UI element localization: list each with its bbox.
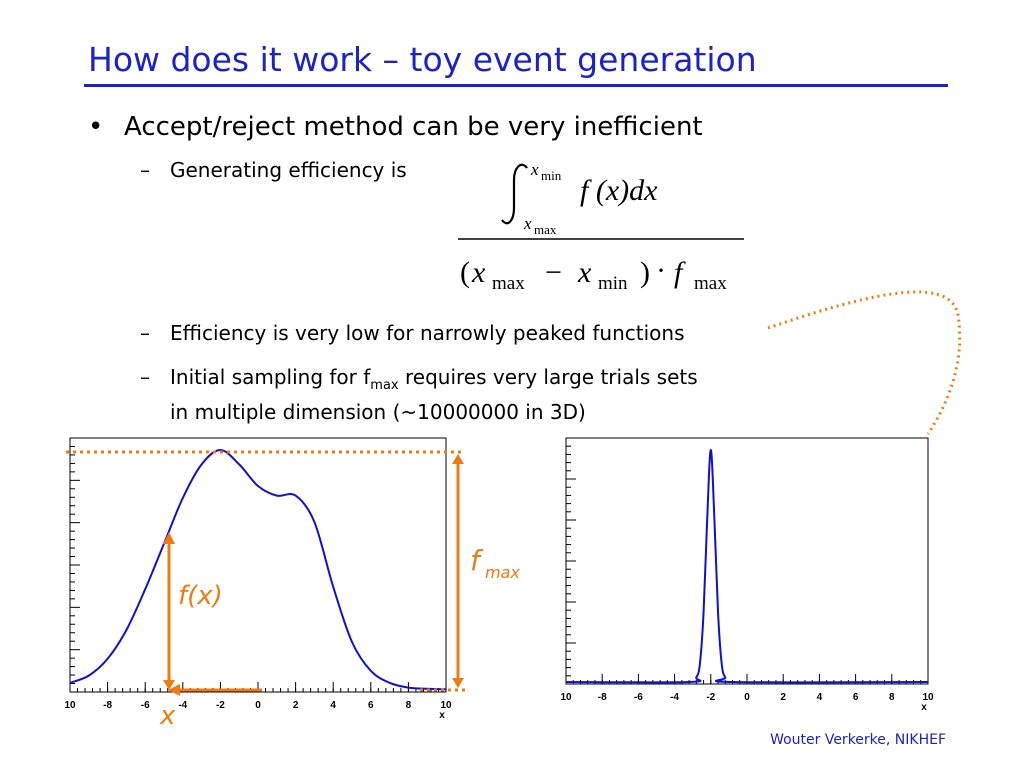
x-tick-label: 10 — [64, 700, 76, 711]
x-tick-label: -8 — [103, 700, 112, 711]
sub-bullet-sampling-line2: in multiple dimension (~10000000 in 3D) — [170, 400, 586, 424]
x-tick-label: -4 — [178, 700, 187, 711]
x-tick-label: 2 — [780, 692, 786, 703]
x-tick-label: -2 — [216, 700, 225, 711]
x-tick-label: -8 — [598, 692, 607, 703]
x-arrow-head — [168, 684, 180, 696]
x-tick-label: 10 — [560, 692, 572, 703]
plot-right: 10 -8 -6 -4 -2 0 2 4 6 8 10x — [560, 437, 934, 713]
fmax-arrow-head-top — [452, 454, 464, 464]
fx-arrow-head-top — [163, 532, 175, 544]
x-tick-label: 6 — [368, 700, 374, 711]
x-tick-label: 6 — [853, 692, 859, 703]
x-tick-label: 2 — [293, 700, 299, 711]
x-axis-label: x — [439, 710, 445, 721]
x-tick-label: 8 — [889, 692, 895, 703]
sub-bullet-sampling-sub: max — [370, 378, 399, 393]
x-tick-label: -4 — [670, 692, 679, 703]
title-underline — [84, 84, 948, 87]
x-tick-label: 8 — [406, 700, 412, 711]
sub-bullet-sampling-suffix: requires very large trials sets — [398, 365, 698, 389]
x-tick-label: 4 — [330, 700, 336, 711]
x-tick-label: 10 — [922, 692, 934, 703]
x-tick-label: -2 — [706, 692, 715, 703]
plot-frame — [565, 437, 929, 685]
sub-bullet-efficiency: – Generating efficiency is — [140, 158, 407, 182]
bullet-dot: • — [88, 112, 104, 142]
x-tick-label: 10 — [440, 700, 452, 711]
sub-bullet-peaked-text: Efficiency is very low for narrowly peak… — [170, 321, 685, 345]
footer-credit: Wouter Verkerke, NIKHEF — [770, 732, 946, 748]
plot-left: 10 -8 -6 -4 -2 0 2 4 6 8 10x — [64, 437, 452, 721]
fmax-label-f: f — [470, 544, 484, 577]
fx-label: f(x) — [178, 581, 223, 611]
plot-frame — [69, 437, 447, 693]
sub-bullet-sampling-prefix: Initial sampling for f — [170, 365, 371, 389]
main-bullet-text: Accept/reject method can be very ineffic… — [124, 112, 703, 142]
slide-title: How does it work – toy event generation — [88, 40, 757, 79]
x-tick-label: -6 — [634, 692, 643, 703]
x-tick-label: -6 — [141, 700, 150, 711]
x-tick-label: 0 — [255, 700, 261, 711]
sub-bullet-sampling: – Initial sampling for fmax requires very… — [140, 365, 698, 424]
x-tick-label: 0 — [744, 692, 750, 703]
fmax-label-sub: max — [485, 563, 520, 582]
series-line — [565, 448, 929, 684]
fmax-arrow-head-bottom — [452, 678, 464, 688]
sub-bullet-peaked: – Efficiency is very low for narrowly pea… — [140, 321, 685, 345]
dotted-connector — [767, 290, 962, 435]
x-axis-label: x — [921, 702, 927, 713]
main-bullet: • Accept/reject method can be very ineffi… — [88, 112, 703, 142]
fx-arrow-head-bottom — [163, 680, 175, 690]
x-tick-label: 4 — [817, 692, 823, 703]
sub-bullet-efficiency-text: Generating efficiency is — [170, 158, 407, 182]
x-label: x — [159, 701, 176, 731]
series-line — [69, 448, 447, 691]
